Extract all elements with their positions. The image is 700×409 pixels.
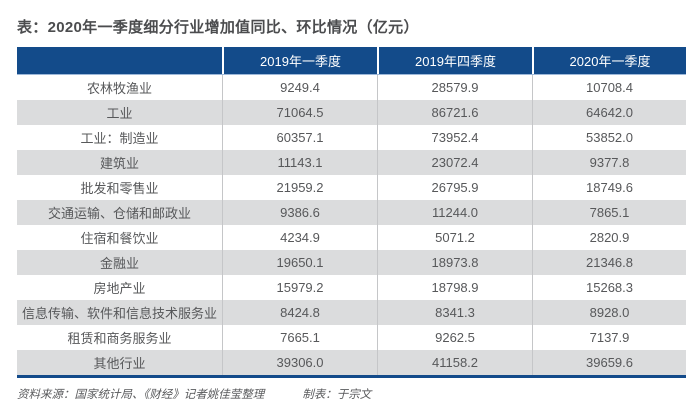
cell-2020q1: 39659.6 bbox=[532, 350, 686, 375]
cell-2019q4: 18798.9 bbox=[377, 275, 532, 300]
cell-2020q1: 18749.6 bbox=[532, 175, 686, 200]
cell-2019q1: 21959.2 bbox=[222, 175, 377, 200]
row-label: 房地产业 bbox=[93, 281, 146, 296]
cell-2019q4: 28579.9 bbox=[377, 75, 532, 100]
cell-2019q4: 23072.4 bbox=[377, 150, 532, 175]
cell-2019q1: 8424.8 bbox=[222, 300, 377, 325]
cell-2020q1: 64642.0 bbox=[532, 100, 686, 125]
table-row: 信息传输、软件和信息技术服务业 8424.8 8341.3 8928.0 bbox=[17, 300, 686, 325]
cell-2019q1: 60357.1 bbox=[222, 125, 377, 150]
cell-2020q1: 8928.0 bbox=[532, 300, 686, 325]
cell-2020q1: 7137.9 bbox=[532, 325, 686, 350]
row-label: 建筑业 bbox=[99, 156, 139, 171]
cell-2019q1: 11143.1 bbox=[222, 150, 377, 175]
row-label: 租赁和商务服务业 bbox=[67, 331, 172, 346]
cell-2020q1: 9377.8 bbox=[532, 150, 686, 175]
source-note: 资料来源：国家统计局、《财经》记者姚佳莹整理 bbox=[17, 389, 265, 401]
cell-2019q1: 7665.1 bbox=[222, 325, 377, 350]
table-header-2019q4: 2019年四季度 bbox=[377, 47, 532, 74]
cell-2019q1: 9249.4 bbox=[222, 75, 377, 100]
row-label: 金融业 bbox=[99, 256, 139, 271]
cell-2019q1: 4234.9 bbox=[222, 225, 377, 250]
table-row: 租赁和商务服务业 7665.1 9262.5 7137.9 bbox=[17, 325, 686, 350]
table-row: 房地产业 15979.2 18798.9 15268.3 bbox=[17, 275, 686, 300]
cell-2020q1: 21346.8 bbox=[532, 250, 686, 275]
cell-2019q1: 15979.2 bbox=[222, 275, 377, 300]
cell-2019q4: 9262.5 bbox=[377, 325, 532, 350]
cell-2019q1: 39306.0 bbox=[222, 350, 377, 375]
table-header-row: 2019年一季度 2019年四季度 2020年一季度 bbox=[17, 47, 686, 75]
footer: 资料来源：国家统计局、《财经》记者姚佳莹整理 制表：于宗文 bbox=[17, 386, 371, 402]
table-row: 工业：制造业 60357.1 73952.4 53852.0 bbox=[17, 125, 686, 150]
row-label: 住宿和餐饮业 bbox=[80, 231, 159, 246]
cell-2020q1: 15268.3 bbox=[532, 275, 686, 300]
table-header-2020q1: 2020年一季度 bbox=[532, 47, 686, 74]
cell-2020q1: 2820.9 bbox=[532, 225, 686, 250]
row-label: 信息传输、软件和信息技术服务业 bbox=[21, 306, 217, 321]
cell-2019q4: 11244.0 bbox=[377, 200, 532, 225]
cell-2019q4: 73952.4 bbox=[377, 125, 532, 150]
cell-2019q4: 5071.2 bbox=[377, 225, 532, 250]
table-row: 建筑业 11143.1 23072.4 9377.8 bbox=[17, 150, 686, 175]
row-label: 工业 bbox=[106, 106, 133, 121]
cell-2019q1: 19650.1 bbox=[222, 250, 377, 275]
table-row: 工业 71064.5 86721.6 64642.0 bbox=[17, 100, 686, 125]
cell-2019q4: 26795.9 bbox=[377, 175, 532, 200]
row-label: 农林牧渔业 bbox=[86, 81, 152, 96]
cell-2019q1: 9386.6 bbox=[222, 200, 377, 225]
table-body: 农林牧渔业 9249.4 28579.9 10708.4 工业 71064.5 … bbox=[17, 75, 686, 375]
row-label: 交通运输、仓储和邮政业 bbox=[47, 206, 191, 221]
cell-2019q1: 71064.5 bbox=[222, 100, 377, 125]
cell-2020q1: 53852.0 bbox=[532, 125, 686, 150]
cell-2019q4: 41158.2 bbox=[377, 350, 532, 375]
row-label: 批发和零售业 bbox=[80, 181, 159, 196]
table-row: 交通运输、仓储和邮政业 9386.6 11244.0 7865.1 bbox=[17, 200, 686, 225]
table-header-industry bbox=[17, 47, 222, 74]
cell-2019q4: 86721.6 bbox=[377, 100, 532, 125]
cell-2019q4: 18973.8 bbox=[377, 250, 532, 275]
page-title: 表：2020年一季度细分行业增加值同比、环比情况（亿元） bbox=[17, 19, 419, 36]
table-header-2019q1: 2019年一季度 bbox=[222, 47, 377, 74]
cell-2019q4: 8341.3 bbox=[377, 300, 532, 325]
table-row: 批发和零售业 21959.2 26795.9 18749.6 bbox=[17, 175, 686, 200]
row-label: 其他行业 bbox=[93, 356, 146, 371]
cell-2020q1: 10708.4 bbox=[532, 75, 686, 100]
table-row: 其他行业 39306.0 41158.2 39659.6 bbox=[17, 350, 686, 375]
row-label: 工业：制造业 bbox=[80, 131, 159, 146]
table-row: 农林牧渔业 9249.4 28579.9 10708.4 bbox=[17, 75, 686, 100]
cell-2020q1: 7865.1 bbox=[532, 200, 686, 225]
credit-note: 制表：于宗文 bbox=[302, 389, 372, 401]
industry-table: 2019年一季度 2019年四季度 2020年一季度 农林牧渔业 9249.4 … bbox=[17, 47, 686, 378]
table-row: 金融业 19650.1 18973.8 21346.8 bbox=[17, 250, 686, 275]
table-row: 住宿和餐饮业 4234.9 5071.2 2820.9 bbox=[17, 225, 686, 250]
